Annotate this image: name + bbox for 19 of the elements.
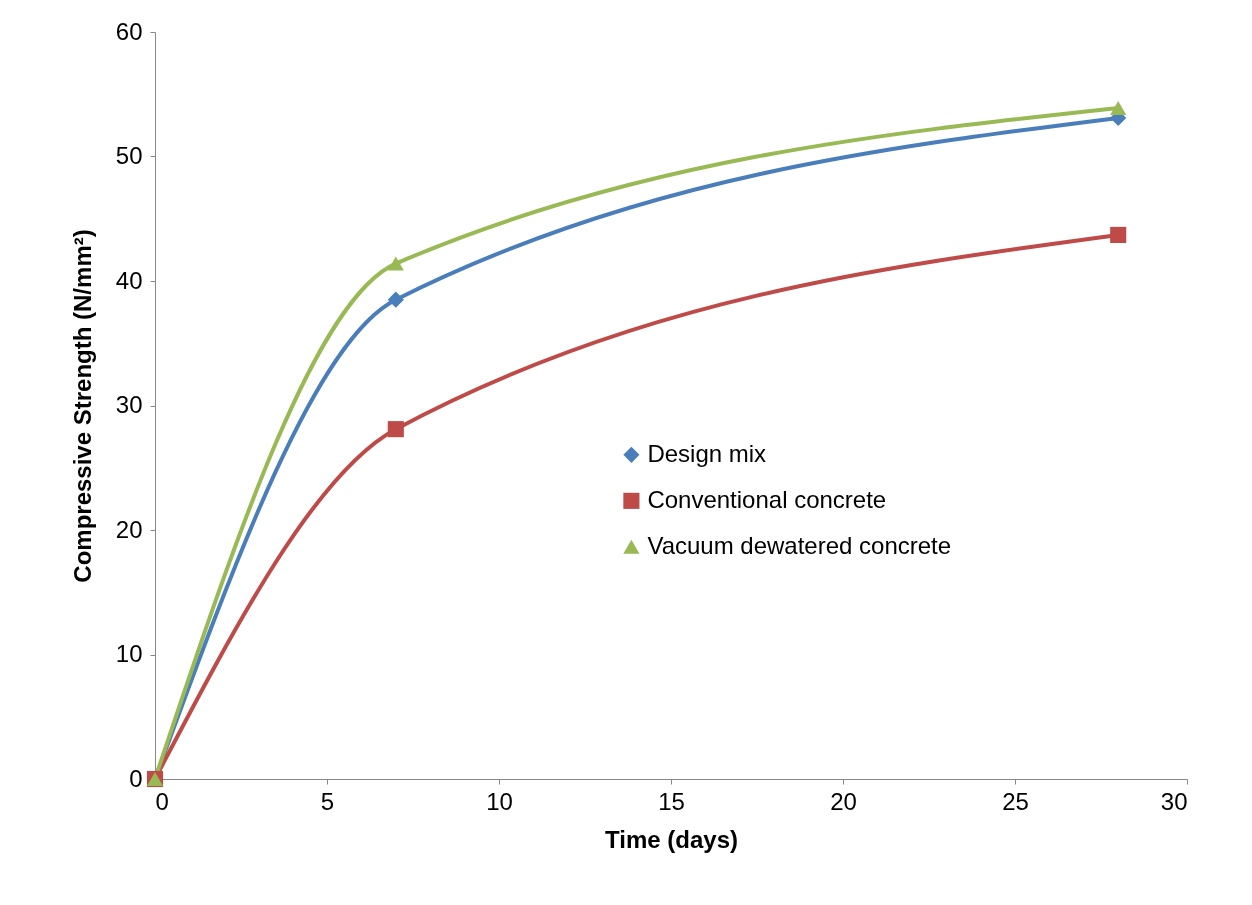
x-tick-label: 5 <box>320 787 335 815</box>
x-tick-label: 25 <box>1002 787 1029 815</box>
x-tick-label: 20 <box>830 787 857 815</box>
x-tick-label: 15 <box>658 787 685 815</box>
x-axis-title: Time (days) <box>605 825 738 853</box>
legend-label: Design mix <box>647 439 767 467</box>
y-tick-label: 30 <box>115 391 143 418</box>
legend-label: Vacuum dewatered concrete <box>647 531 952 559</box>
y-tick-label: 10 <box>115 640 143 667</box>
y-axis-title: Compressive Strength (N/mm²) <box>68 229 96 583</box>
x-tick-label: 30 <box>1160 787 1188 815</box>
y-tick-label: 50 <box>115 142 143 169</box>
legend-label: Conventional concrete <box>647 485 887 513</box>
y-tick-label: 0 <box>129 764 143 792</box>
x-tick-label: 10 <box>486 787 513 815</box>
y-tick-label: 20 <box>115 515 143 543</box>
y-tick-label: 40 <box>115 266 143 294</box>
y-tick-label: 60 <box>115 17 143 45</box>
x-tick-label: 0 <box>155 787 169 815</box>
